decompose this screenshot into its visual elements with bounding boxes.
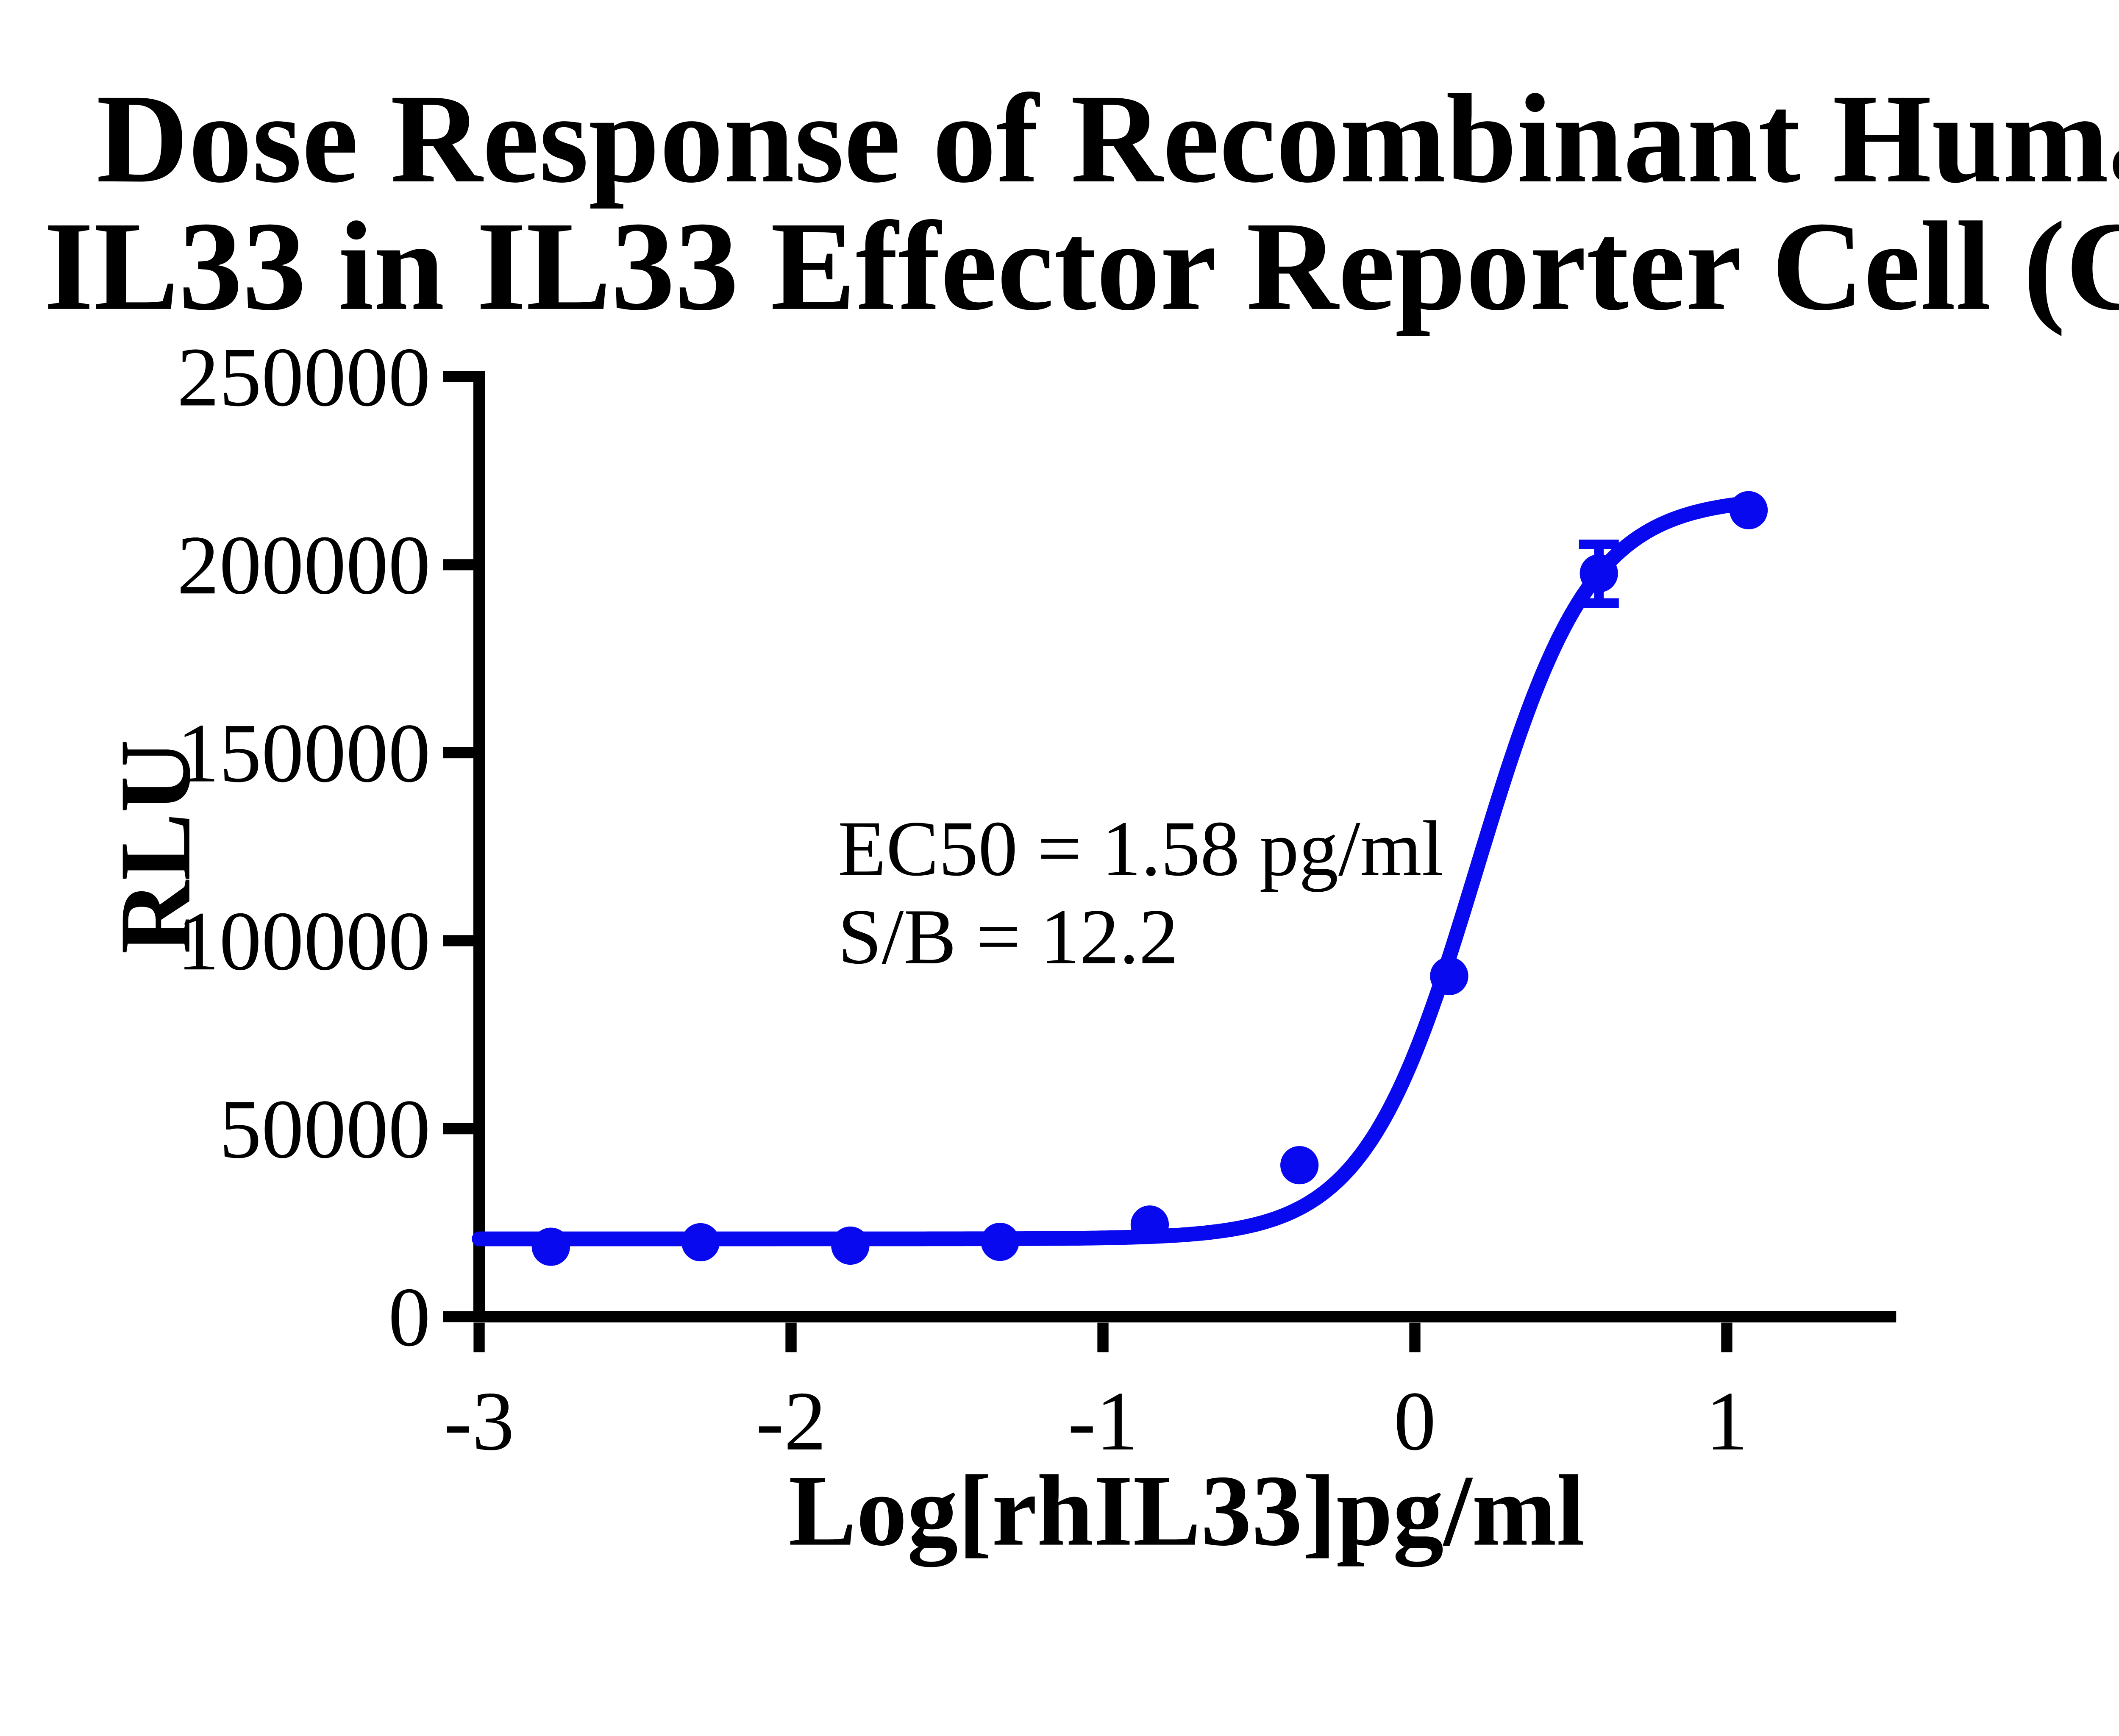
data-point — [831, 1226, 870, 1265]
x-axis-title: Log[rhIL33]pg/ml — [789, 1454, 1585, 1567]
y-tick-label: 200000 — [177, 518, 431, 612]
y-tick-label: 50000 — [219, 1082, 430, 1176]
x-tick-label: 1 — [1706, 1374, 1748, 1468]
x-tick-label: -1 — [1068, 1374, 1138, 1468]
dose-response-chart: Dose Response of Recombinant Human IL33 … — [44, 68, 2119, 1567]
chart-title: Dose Response of Recombinant Human IL33 … — [44, 68, 2119, 337]
y-tick-label: 250000 — [177, 331, 431, 424]
x-tick-label: -2 — [756, 1374, 826, 1468]
data-point — [531, 1227, 570, 1266]
data-point — [681, 1223, 720, 1262]
y-axis-title: RLU — [99, 740, 211, 954]
x-tick-label: -3 — [444, 1374, 514, 1468]
ec50-annotation: EC50 = 1.58 pg/ml — [838, 805, 1443, 893]
data-point — [1580, 554, 1618, 593]
data-point — [981, 1222, 1019, 1261]
y-tick-label: 100000 — [177, 894, 431, 988]
y-tick-label: 0 — [388, 1270, 431, 1364]
dose-response-figure: Dose Response of Recombinant Human IL33 … — [44, 68, 2119, 1567]
data-point — [1130, 1205, 1169, 1244]
chart-title-line2: IL33 in IL33 Effector Reporter Cell (C12… — [44, 196, 2119, 337]
sb-annotation: S/B = 12.2 — [838, 893, 1179, 980]
plot-area: 0 50000 100000 150000 200000 250000 -3 -2 -1 0 1 — [177, 331, 1897, 1468]
chart-title-line1: Dose Response of Recombinant Human — [96, 68, 2119, 209]
y-tick-label: 150000 — [177, 707, 431, 800]
data-point — [1729, 491, 1768, 529]
data-point — [1430, 957, 1468, 996]
x-tick-label: 0 — [1394, 1374, 1436, 1468]
data-point — [1280, 1146, 1319, 1185]
